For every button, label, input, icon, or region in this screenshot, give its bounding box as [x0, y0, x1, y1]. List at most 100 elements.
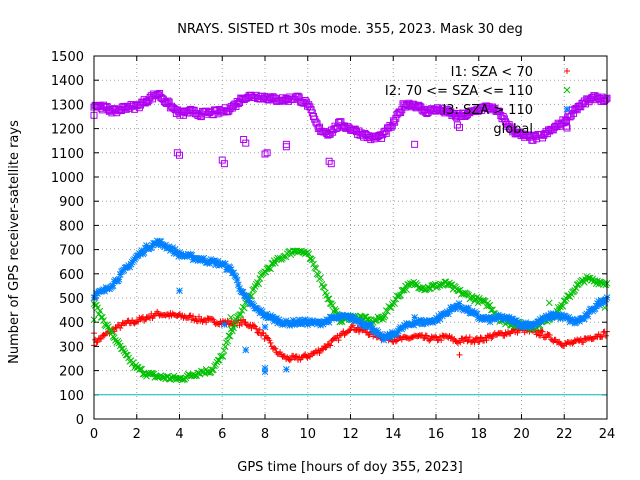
data-point — [299, 317, 307, 324]
data-point — [219, 353, 227, 360]
data-point — [417, 316, 425, 324]
data-point — [262, 313, 270, 321]
data-point-outlier — [411, 314, 418, 321]
legend-label: I1: SZA < 70 — [451, 65, 533, 80]
data-point — [171, 245, 179, 253]
data-point — [285, 319, 292, 326]
data-point — [267, 339, 274, 346]
data-point-outlier — [227, 314, 235, 321]
data-point — [345, 316, 353, 323]
legend: I1: SZA < 70 I2: 70 <= SZA <= 110 I3: SZA … — [385, 65, 571, 137]
data-point — [155, 241, 162, 249]
data-point-outlier — [545, 299, 553, 307]
data-point — [496, 107, 504, 115]
data-point — [318, 127, 326, 135]
data-point — [253, 325, 260, 332]
data-point — [326, 130, 334, 138]
data-point — [388, 328, 396, 336]
data-point — [294, 320, 302, 327]
data-point — [157, 238, 165, 245]
data-point — [350, 126, 358, 134]
data-point — [381, 312, 389, 319]
data-point — [391, 300, 398, 307]
legend-marker — [563, 124, 571, 132]
data-point — [200, 254, 208, 262]
data-point — [231, 321, 239, 329]
data-point — [536, 315, 544, 323]
data-point — [292, 93, 300, 101]
tick-labels: 0 2 4 6 8 10 12 14 16 18 20 22 240100200300400500600… — [51, 50, 615, 442]
data-point — [320, 284, 328, 291]
data-point — [514, 318, 521, 326]
data-point — [465, 304, 472, 312]
data-point — [565, 314, 573, 321]
data-point — [505, 121, 513, 129]
data-point — [472, 335, 479, 342]
data-point — [212, 261, 220, 269]
data-point — [97, 314, 105, 321]
data-point — [602, 95, 610, 103]
data-point — [263, 310, 271, 318]
data-point — [236, 285, 243, 292]
data-point-outlier — [325, 157, 333, 165]
data-point — [549, 310, 557, 317]
data-point — [403, 286, 410, 294]
data-point — [312, 318, 320, 326]
data-point — [237, 310, 245, 318]
data-point — [182, 374, 190, 382]
data-point — [349, 322, 356, 329]
data-point — [140, 249, 148, 256]
data-point — [258, 308, 266, 316]
data-point-outlier — [562, 122, 570, 130]
x-tick-label: 0 — [90, 427, 98, 442]
data-point — [239, 288, 247, 296]
data-point — [274, 319, 282, 327]
y-tick-label: 600 — [59, 268, 84, 283]
x-tick-label: 24 — [599, 427, 616, 442]
data-point — [94, 338, 101, 345]
data-point — [271, 344, 278, 351]
data-point — [346, 327, 353, 334]
y-tick-label: 100 — [59, 389, 84, 404]
series-2 — [90, 237, 611, 376]
data-point — [473, 310, 481, 318]
data-point — [443, 105, 451, 113]
data-point — [221, 343, 229, 351]
data-point — [131, 105, 139, 113]
data-point — [220, 347, 228, 354]
data-point — [421, 317, 428, 324]
data-point — [194, 111, 202, 119]
data-point — [266, 337, 273, 344]
data-point — [242, 319, 249, 326]
chart-title: NRAYS. SISTED rt 30s mode. 355, 2023. Ma… — [177, 22, 523, 37]
data-point — [225, 332, 233, 340]
data-point — [447, 281, 455, 289]
data-point — [588, 305, 595, 313]
y-tick-label: 1000 — [51, 171, 84, 186]
data-point — [596, 302, 604, 309]
data-point — [529, 136, 537, 144]
data-point — [479, 297, 487, 304]
data-point — [234, 100, 242, 108]
data-point-outlier — [176, 287, 183, 295]
data-point — [570, 109, 578, 117]
data-point — [273, 315, 280, 322]
legend-marker — [563, 86, 571, 94]
data-point — [230, 269, 237, 277]
data-point — [226, 264, 234, 271]
data-point — [275, 316, 283, 323]
data-point — [415, 101, 423, 109]
data-point — [468, 307, 476, 315]
data-point — [235, 281, 242, 289]
data-point — [391, 118, 399, 126]
data-point — [327, 342, 334, 349]
data-point — [224, 337, 231, 345]
data-point — [337, 118, 345, 126]
data-point — [582, 100, 590, 108]
data-point-outlier — [218, 156, 226, 164]
legend-label: global — [493, 122, 533, 137]
data-point — [174, 106, 182, 114]
data-point — [492, 315, 500, 323]
data-point — [164, 97, 172, 105]
